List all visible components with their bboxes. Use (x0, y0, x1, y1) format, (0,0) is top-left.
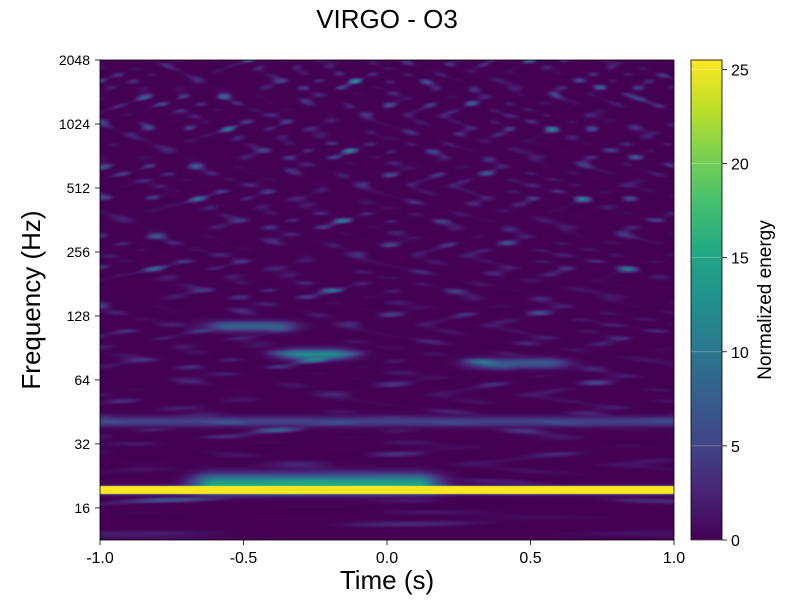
colorbar-tick-label: 10 (731, 345, 749, 362)
colorbar-tick-label: 15 (731, 251, 749, 268)
colorbar-tick-label: 20 (731, 157, 749, 174)
x-tick-label: -0.5 (230, 550, 258, 567)
x-tick-label: 0.5 (519, 550, 541, 567)
colorbar-gradient (690, 59, 723, 541)
x-tick-label: -1.0 (86, 550, 114, 567)
y-tick-label: 256 (67, 244, 91, 260)
x-axis-label: Time (s) (340, 565, 434, 595)
x-tick-label: 1.0 (663, 550, 685, 567)
y-tick-label: 1024 (59, 116, 90, 132)
y-tick-label: 2048 (59, 52, 90, 68)
colorbar-ticks: 0 5 10 15 20 25 (691, 62, 749, 550)
y-tick-label: 32 (74, 436, 90, 452)
y-tick-label: 16 (74, 500, 90, 516)
heatmap-image (100, 60, 674, 540)
x-tick-label: 0.0 (376, 550, 398, 567)
chart-title: VIRGO - O3 (316, 4, 458, 34)
y-axis: 16 32 64 128 256 512 1024 2048 (59, 52, 100, 516)
x-axis: -1.0 -0.5 0.0 0.5 1.0 (86, 540, 685, 567)
plot-area (99, 59, 675, 541)
colorbar: 0 5 10 15 20 25 Normalized energy (690, 59, 776, 550)
colorbar-tick-label: 5 (731, 439, 740, 456)
y-axis-label: Frequency (Hz) (16, 210, 46, 389)
colorbar-tick-label: 25 (731, 62, 749, 79)
colorbar-tick-label: 0 (731, 533, 740, 550)
y-tick-label: 128 (67, 308, 91, 324)
y-tick-label: 512 (67, 180, 91, 196)
y-tick-label: 64 (74, 372, 90, 388)
colorbar-label: Normalized energy (755, 220, 776, 380)
